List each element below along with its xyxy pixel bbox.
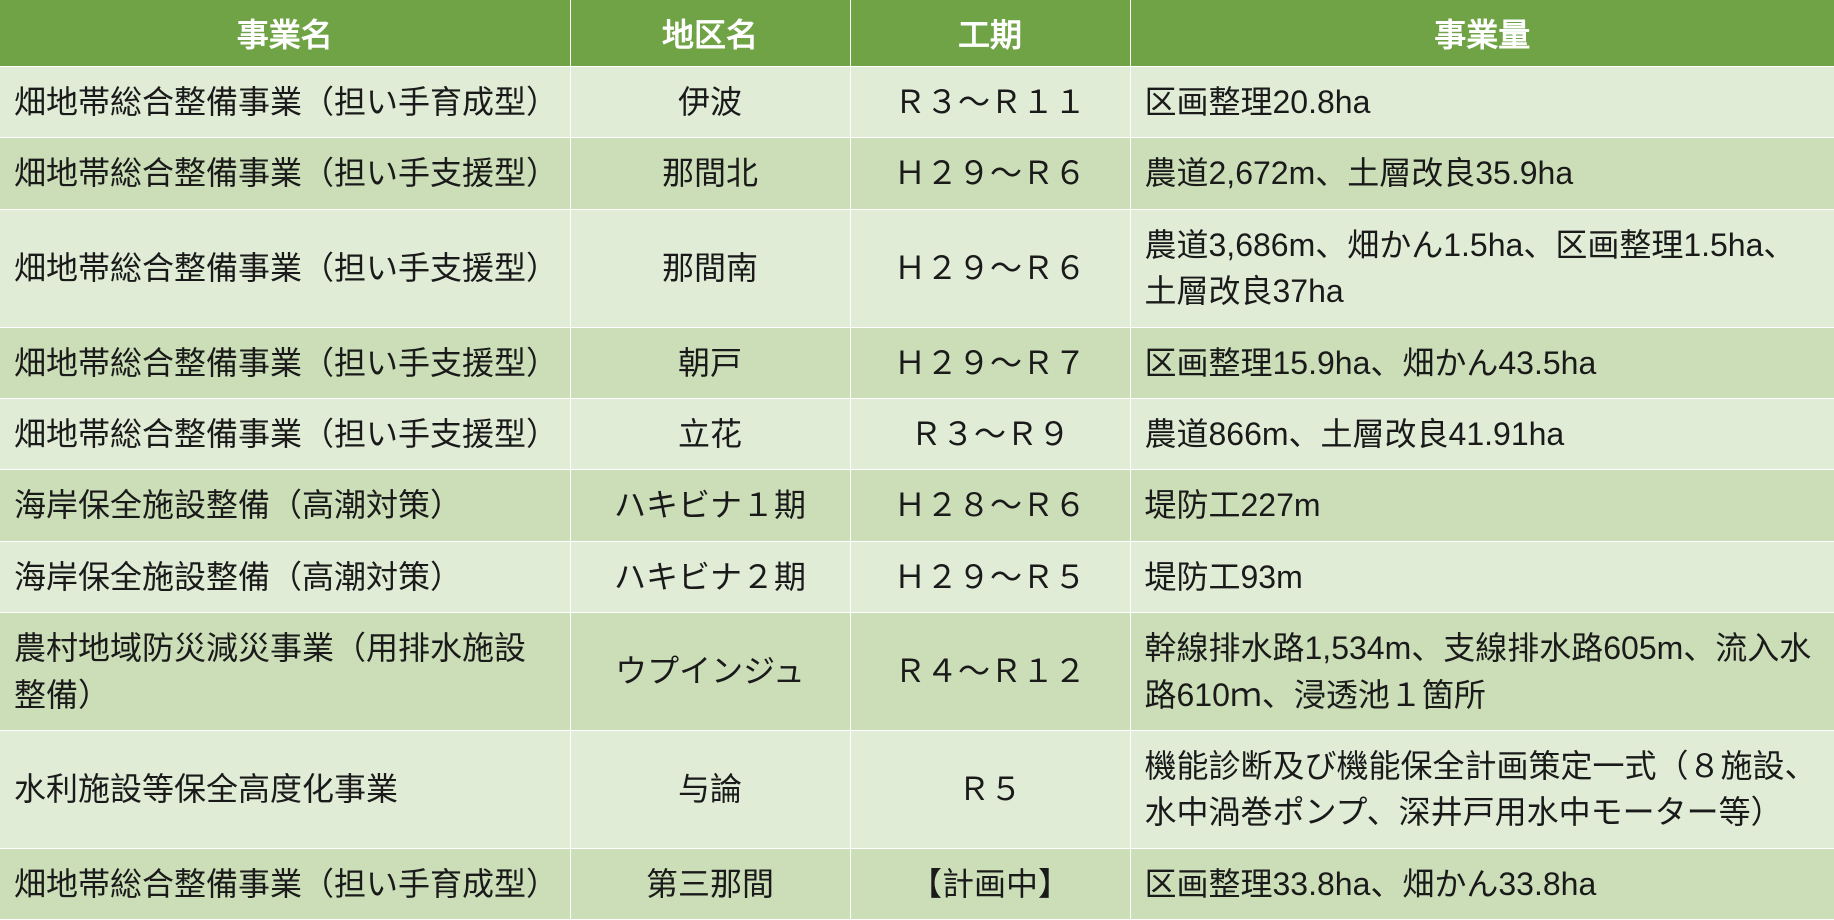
- table-row: 畑地帯総合整備事業（担い手育成型） 伊波 Ｒ３～Ｒ１１ 区画整理20.8ha: [0, 67, 1834, 138]
- header-name: 事業名: [0, 0, 570, 67]
- cell-period: Ｒ３～Ｒ１１: [850, 67, 1130, 138]
- header-period: 工期: [850, 0, 1130, 67]
- cell-name: 畑地帯総合整備事業（担い手育成型）: [0, 848, 570, 919]
- cell-district: ハキビナ２期: [570, 541, 850, 612]
- cell-volume: 農道3,686m、畑かん1.5ha、区画整理1.5ha、土層改良37ha: [1130, 209, 1834, 327]
- cell-district: 那間南: [570, 209, 850, 327]
- table-row: 海岸保全施設整備（高潮対策） ハキビナ１期 Ｈ２８～Ｒ６ 堤防工227m: [0, 470, 1834, 541]
- cell-volume: 農道866m、土層改良41.91ha: [1130, 398, 1834, 469]
- cell-name: 水利施設等保全高度化事業: [0, 730, 570, 848]
- cell-period: Ｈ２９～Ｒ７: [850, 327, 1130, 398]
- cell-name: 海岸保全施設整備（高潮対策）: [0, 470, 570, 541]
- cell-volume: 区画整理20.8ha: [1130, 67, 1834, 138]
- cell-district: 与論: [570, 730, 850, 848]
- cell-district: 朝戸: [570, 327, 850, 398]
- cell-period: Ｈ２９～Ｒ６: [850, 209, 1130, 327]
- cell-name: 海岸保全施設整備（高潮対策）: [0, 541, 570, 612]
- cell-volume: 堤防工227m: [1130, 470, 1834, 541]
- cell-district: 那間北: [570, 138, 850, 209]
- cell-name: 農村地域防災減災事業（用排水施設整備）: [0, 613, 570, 731]
- cell-volume: 幹線排水路1,534m、支線排水路605m、流入水路610ｍ、浸透池１箇所: [1130, 613, 1834, 731]
- cell-period: Ｈ２９～Ｒ５: [850, 541, 1130, 612]
- cell-volume: 機能診断及び機能保全計画策定一式（８施設、水中渦巻ポンプ、深井戸用水中モーター等…: [1130, 730, 1834, 848]
- cell-period: 【計画中】: [850, 848, 1130, 919]
- cell-period: Ｒ４～Ｒ１２: [850, 613, 1130, 731]
- cell-name: 畑地帯総合整備事業（担い手支援型）: [0, 138, 570, 209]
- cell-volume: 区画整理15.9ha、畑かん43.5ha: [1130, 327, 1834, 398]
- cell-district: 第三那間: [570, 848, 850, 919]
- header-district: 地区名: [570, 0, 850, 67]
- table-row: 畑地帯総合整備事業（担い手育成型） 第三那間 【計画中】 区画整理33.8ha、…: [0, 848, 1834, 919]
- table-row: 畑地帯総合整備事業（担い手支援型） 那間北 Ｈ２９～Ｒ６ 農道2,672m、土層…: [0, 138, 1834, 209]
- table-row: 畑地帯総合整備事業（担い手支援型） 立花 Ｒ３～Ｒ９ 農道866m、土層改良41…: [0, 398, 1834, 469]
- cell-volume: 堤防工93m: [1130, 541, 1834, 612]
- header-volume: 事業量: [1130, 0, 1834, 67]
- table-header-row: 事業名 地区名 工期 事業量: [0, 0, 1834, 67]
- table-row: 海岸保全施設整備（高潮対策） ハキビナ２期 Ｈ２９～Ｒ５ 堤防工93m: [0, 541, 1834, 612]
- cell-district: ハキビナ１期: [570, 470, 850, 541]
- cell-period: Ｒ５: [850, 730, 1130, 848]
- cell-name: 畑地帯総合整備事業（担い手支援型）: [0, 327, 570, 398]
- cell-period: Ｈ２９～Ｒ６: [850, 138, 1130, 209]
- cell-volume: 区画整理33.8ha、畑かん33.8ha: [1130, 848, 1834, 919]
- table-row: 水利施設等保全高度化事業 与論 Ｒ５ 機能診断及び機能保全計画策定一式（８施設、…: [0, 730, 1834, 848]
- cell-volume: 農道2,672m、土層改良35.9ha: [1130, 138, 1834, 209]
- projects-table: 事業名 地区名 工期 事業量 畑地帯総合整備事業（担い手育成型） 伊波 Ｒ３～Ｒ…: [0, 0, 1834, 920]
- cell-district: 伊波: [570, 67, 850, 138]
- cell-period: Ｈ２８～Ｒ６: [850, 470, 1130, 541]
- cell-name: 畑地帯総合整備事業（担い手支援型）: [0, 398, 570, 469]
- table-row: 農村地域防災減災事業（用排水施設整備） ウプインジュ Ｒ４～Ｒ１２ 幹線排水路1…: [0, 613, 1834, 731]
- cell-period: Ｒ３～Ｒ９: [850, 398, 1130, 469]
- cell-district: 立花: [570, 398, 850, 469]
- table-row: 畑地帯総合整備事業（担い手支援型） 那間南 Ｈ２９～Ｒ６ 農道3,686m、畑か…: [0, 209, 1834, 327]
- cell-name: 畑地帯総合整備事業（担い手支援型）: [0, 209, 570, 327]
- cell-district: ウプインジュ: [570, 613, 850, 731]
- cell-name: 畑地帯総合整備事業（担い手育成型）: [0, 67, 570, 138]
- table-row: 畑地帯総合整備事業（担い手支援型） 朝戸 Ｈ２９～Ｒ７ 区画整理15.9ha、畑…: [0, 327, 1834, 398]
